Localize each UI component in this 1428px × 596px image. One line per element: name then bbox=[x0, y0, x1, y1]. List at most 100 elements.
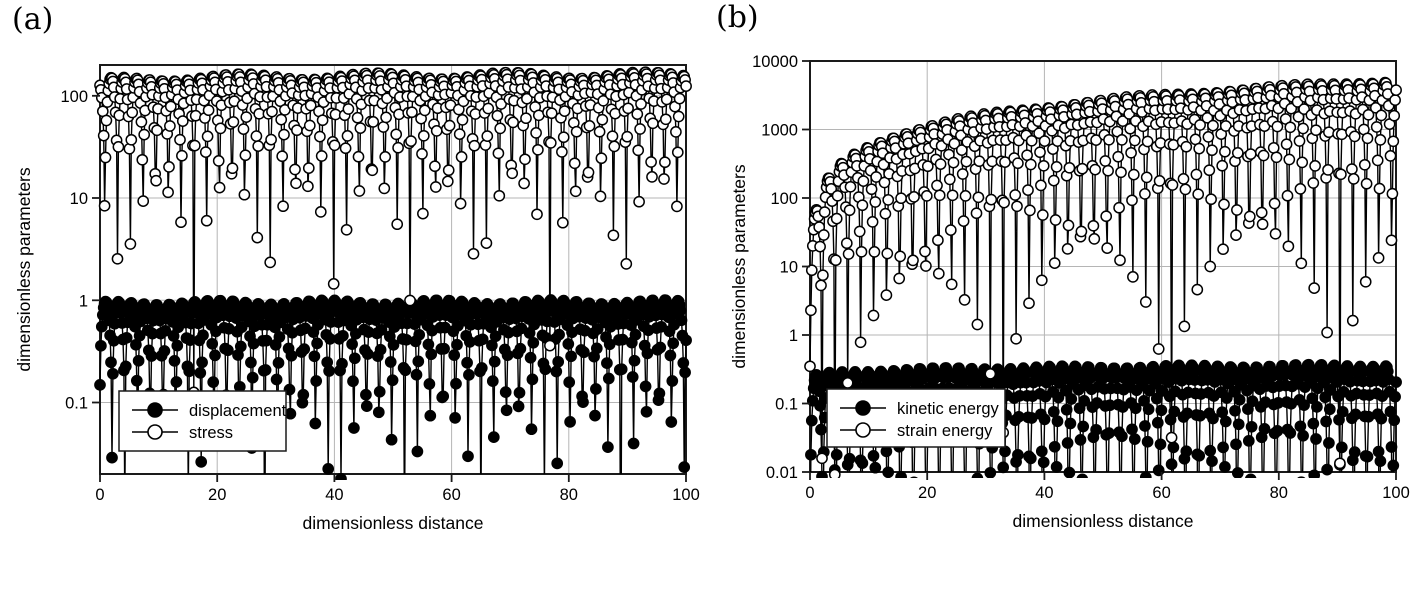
data-point-filled-circle bbox=[524, 351, 537, 364]
data-point-open-circle bbox=[519, 153, 531, 166]
data-point-filled-circle bbox=[1388, 414, 1401, 427]
data-point-open-circle bbox=[931, 179, 943, 192]
data-point-filled-circle bbox=[451, 338, 463, 351]
data-point-filled-circle bbox=[183, 365, 196, 378]
x-tick-label: 20 bbox=[208, 486, 226, 504]
data-point-open-circle bbox=[1088, 233, 1101, 245]
data-point-open-circle bbox=[544, 137, 557, 149]
data-point-open-circle bbox=[1201, 111, 1214, 124]
data-point-filled-circle bbox=[1220, 392, 1233, 404]
data-point-open-circle bbox=[275, 113, 288, 126]
data-point-open-circle bbox=[855, 245, 868, 258]
data-point-open-circle bbox=[1296, 156, 1309, 169]
data-point-open-circle bbox=[164, 100, 177, 113]
data-point-open-circle bbox=[240, 111, 253, 123]
data-point-filled-circle bbox=[159, 324, 172, 337]
data-point-open-circle bbox=[680, 80, 692, 92]
data-point-open-circle bbox=[252, 140, 265, 152]
data-point-open-circle bbox=[1375, 109, 1388, 122]
data-point-open-circle bbox=[1023, 297, 1035, 310]
data-point-filled-circle bbox=[1168, 405, 1181, 418]
data-point-open-circle bbox=[1359, 275, 1372, 288]
data-point-filled-circle bbox=[1078, 395, 1091, 407]
data-point-open-circle bbox=[1361, 132, 1374, 145]
data-point-filled-circle bbox=[1165, 458, 1178, 471]
data-point-filled-circle bbox=[639, 380, 652, 393]
data-point-open-circle bbox=[135, 116, 148, 128]
data-point-open-circle bbox=[1295, 257, 1308, 270]
data-point-open-circle bbox=[366, 164, 379, 177]
data-point-open-circle bbox=[818, 206, 831, 218]
data-point-filled-circle bbox=[680, 334, 692, 347]
data-point-filled-circle bbox=[1129, 402, 1142, 415]
data-point-filled-circle bbox=[209, 349, 221, 362]
data-point-open-circle bbox=[853, 225, 866, 238]
data-point-filled-circle bbox=[499, 386, 512, 398]
data-point-filled-circle bbox=[107, 367, 119, 380]
data-point-filled-circle bbox=[562, 338, 575, 350]
data-point-open-circle bbox=[377, 121, 390, 133]
data-point-filled-circle bbox=[514, 342, 527, 355]
data-point-filled-circle bbox=[843, 452, 856, 465]
data-point-filled-circle bbox=[95, 320, 108, 333]
data-point-open-circle bbox=[1103, 133, 1115, 146]
data-point-open-circle bbox=[456, 114, 469, 126]
data-point-open-circle bbox=[1192, 188, 1205, 201]
data-point-open-circle bbox=[1218, 198, 1230, 211]
data-point-filled-circle bbox=[1050, 461, 1063, 473]
data-point-filled-circle bbox=[1307, 417, 1320, 430]
data-point-filled-circle bbox=[285, 349, 298, 362]
panel-b: 10000 1000 100 10 1 0.1 0.01 0 20 40 60 80 100 dimens… bbox=[729, 53, 1410, 531]
data-point-filled-circle bbox=[1323, 403, 1336, 416]
data-point-open-circle bbox=[1243, 210, 1256, 223]
data-point-filled-circle bbox=[171, 339, 184, 352]
data-point-filled-circle bbox=[1244, 473, 1257, 478]
data-point-open-circle bbox=[841, 377, 854, 389]
data-point-open-circle bbox=[1089, 163, 1102, 176]
data-point-open-circle bbox=[943, 173, 956, 186]
data-point-filled-circle bbox=[984, 466, 997, 478]
data-point-open-circle bbox=[659, 156, 671, 169]
data-point-filled-circle bbox=[298, 343, 311, 355]
data-point-filled-circle bbox=[463, 369, 475, 381]
data-point-open-circle bbox=[491, 109, 504, 122]
data-point-open-circle bbox=[817, 229, 830, 241]
x-tick-label: 100 bbox=[1382, 484, 1410, 502]
data-point-filled-circle bbox=[1219, 461, 1231, 473]
data-point-open-circle bbox=[1347, 173, 1360, 185]
data-point-open-circle bbox=[264, 256, 277, 269]
data-point-filled-circle bbox=[513, 386, 526, 399]
data-point-open-circle bbox=[1370, 121, 1383, 133]
data-point-open-circle bbox=[378, 182, 391, 195]
data-point-open-circle bbox=[840, 237, 853, 250]
data-point-open-circle bbox=[972, 191, 985, 204]
data-point-open-circle bbox=[1179, 183, 1192, 196]
data-point-open-circle bbox=[1178, 320, 1191, 333]
data-point-open-circle bbox=[635, 98, 647, 110]
data-point-filled-circle bbox=[387, 339, 400, 351]
data-point-open-circle bbox=[226, 162, 239, 175]
data-point-open-circle bbox=[1102, 164, 1114, 177]
data-point-open-circle bbox=[597, 94, 610, 107]
data-point-filled-circle bbox=[462, 450, 474, 463]
data-point-filled-circle bbox=[997, 461, 1010, 474]
data-point-open-circle bbox=[1269, 227, 1282, 240]
data-point-open-circle bbox=[1139, 296, 1152, 308]
data-point-open-circle bbox=[1033, 127, 1045, 140]
data-point-open-circle bbox=[1113, 201, 1125, 214]
data-point-filled-circle bbox=[563, 376, 576, 389]
data-point-filled-circle bbox=[1311, 401, 1323, 413]
data-point-filled-circle bbox=[348, 352, 361, 365]
data-point-filled-circle bbox=[1063, 466, 1076, 478]
data-point-filled-circle bbox=[133, 329, 146, 342]
data-point-open-circle bbox=[672, 110, 685, 123]
data-point-open-circle bbox=[453, 128, 466, 140]
data-point-filled-circle bbox=[361, 348, 374, 360]
data-point-filled-circle bbox=[1230, 438, 1242, 451]
data-point-filled-circle bbox=[1245, 420, 1258, 433]
data-point-open-circle bbox=[1125, 146, 1137, 159]
data-point-filled-circle bbox=[348, 422, 360, 434]
data-point-open-circle bbox=[1282, 240, 1295, 253]
data-point-filled-circle bbox=[1390, 376, 1402, 388]
